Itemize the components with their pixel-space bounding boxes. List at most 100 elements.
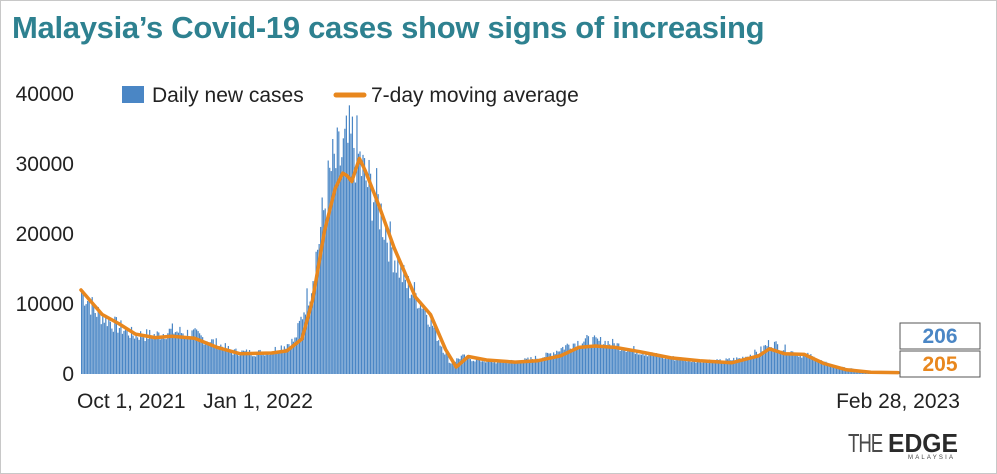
daily-case-bar — [633, 346, 635, 374]
daily-case-bar — [696, 360, 698, 374]
daily-case-bar — [182, 333, 184, 374]
daily-case-bar — [776, 344, 779, 374]
daily-case-bar — [291, 338, 293, 374]
daily-case-bar — [159, 339, 161, 374]
daily-case-bar — [545, 352, 547, 374]
daily-case-bar — [138, 339, 140, 374]
daily-case-bar — [604, 340, 606, 374]
daily-case-bar — [770, 347, 773, 374]
daily-case-bar — [581, 343, 583, 374]
daily-case-bar — [752, 357, 754, 374]
daily-case-bar — [227, 345, 229, 374]
daily-case-bar — [130, 326, 133, 374]
daily-case-bar — [251, 356, 254, 374]
daily-case-bar — [708, 359, 711, 374]
daily-case-bar — [450, 363, 452, 374]
daily-case-bar — [329, 167, 331, 374]
daily-case-bar — [303, 312, 305, 374]
daily-case-bar — [583, 341, 585, 374]
daily-case-bar — [835, 367, 838, 374]
daily-case-bar — [722, 361, 724, 374]
daily-case-bar — [412, 294, 414, 374]
daily-case-bar — [271, 353, 273, 374]
daily-case-bar — [560, 348, 562, 374]
daily-case-bar — [525, 358, 528, 374]
daily-case-bar — [717, 360, 720, 374]
daily-case-bar — [601, 347, 603, 374]
daily-case-bar — [373, 202, 375, 374]
daily-case-bar — [141, 337, 143, 374]
daily-case-bar — [345, 115, 347, 375]
daily-case-bar — [789, 353, 791, 374]
daily-case-bar — [731, 360, 733, 374]
daily-case-bar — [618, 343, 620, 374]
daily-case-bar — [643, 355, 646, 374]
daily-case-bar — [161, 337, 163, 374]
daily-case-bar — [755, 351, 757, 374]
daily-case-bar — [491, 360, 493, 374]
daily-case-bar — [760, 346, 762, 374]
daily-case-bar — [88, 301, 90, 374]
daily-case-bar — [152, 339, 154, 374]
y-tick-label: 10000 — [16, 293, 74, 316]
end-label-moving-average: 205 — [899, 350, 981, 378]
daily-case-bar — [634, 353, 636, 374]
daily-case-bar — [268, 354, 270, 374]
daily-case-bar — [124, 329, 127, 374]
daily-case-bar — [814, 361, 816, 374]
daily-case-bar — [767, 340, 770, 374]
daily-case-bar — [624, 348, 626, 374]
daily-case-bar — [621, 348, 623, 374]
daily-case-bar — [519, 362, 521, 374]
daily-case-bar — [504, 361, 506, 374]
daily-case-bar — [179, 326, 181, 374]
daily-case-bar — [371, 220, 373, 374]
daily-case-bar — [147, 338, 149, 374]
daily-case-bar — [498, 359, 500, 374]
daily-case-bar — [465, 358, 467, 374]
daily-case-bar — [681, 357, 683, 374]
daily-case-bar — [254, 356, 257, 374]
daily-case-bar — [587, 336, 590, 374]
daily-case-bar — [798, 356, 800, 374]
daily-case-bar — [692, 360, 694, 374]
daily-case-bar — [737, 358, 739, 374]
daily-case-bar — [665, 355, 667, 374]
x-axis: Oct 1, 2021 Jan 1, 2022 Feb 28, 2023 — [77, 390, 960, 413]
daily-case-bar — [208, 343, 210, 374]
daily-case-bar — [200, 335, 202, 374]
daily-case-bar — [310, 293, 313, 374]
daily-case-bar — [565, 345, 567, 374]
daily-case-bar — [150, 335, 152, 374]
daily-case-bar — [195, 329, 198, 374]
daily-case-bar — [840, 368, 842, 374]
daily-case-bar — [416, 308, 419, 374]
daily-case-bar — [487, 360, 490, 374]
daily-case-bar — [472, 360, 475, 374]
daily-case-bar — [238, 355, 240, 374]
daily-case-bar — [232, 354, 234, 374]
daily-case-bar — [407, 276, 410, 374]
daily-case-bar — [188, 339, 190, 374]
the-edge-logo: THE EDGE MALAYSIA — [848, 428, 959, 461]
daily-case-bar — [366, 187, 369, 374]
daily-case-bar — [689, 358, 691, 374]
daily-case-bar — [197, 331, 199, 374]
daily-case-bar — [746, 356, 748, 374]
daily-case-bar — [590, 346, 593, 374]
daily-case-bar — [820, 360, 823, 374]
daily-case-bar — [828, 365, 830, 374]
daily-case-bar — [347, 142, 349, 374]
daily-case-bar — [733, 357, 735, 374]
daily-case-bar — [704, 360, 706, 374]
daily-case-bar — [288, 344, 290, 374]
daily-case-bar — [368, 159, 370, 374]
daily-case-bar — [705, 360, 708, 374]
daily-case-bar — [428, 326, 431, 374]
daily-case-bar — [481, 361, 484, 374]
daily-case-bar — [280, 345, 282, 374]
daily-case-bar — [748, 358, 750, 374]
daily-case-bar — [838, 367, 841, 374]
daily-case-bar — [714, 363, 717, 374]
daily-case-bar — [425, 314, 428, 374]
